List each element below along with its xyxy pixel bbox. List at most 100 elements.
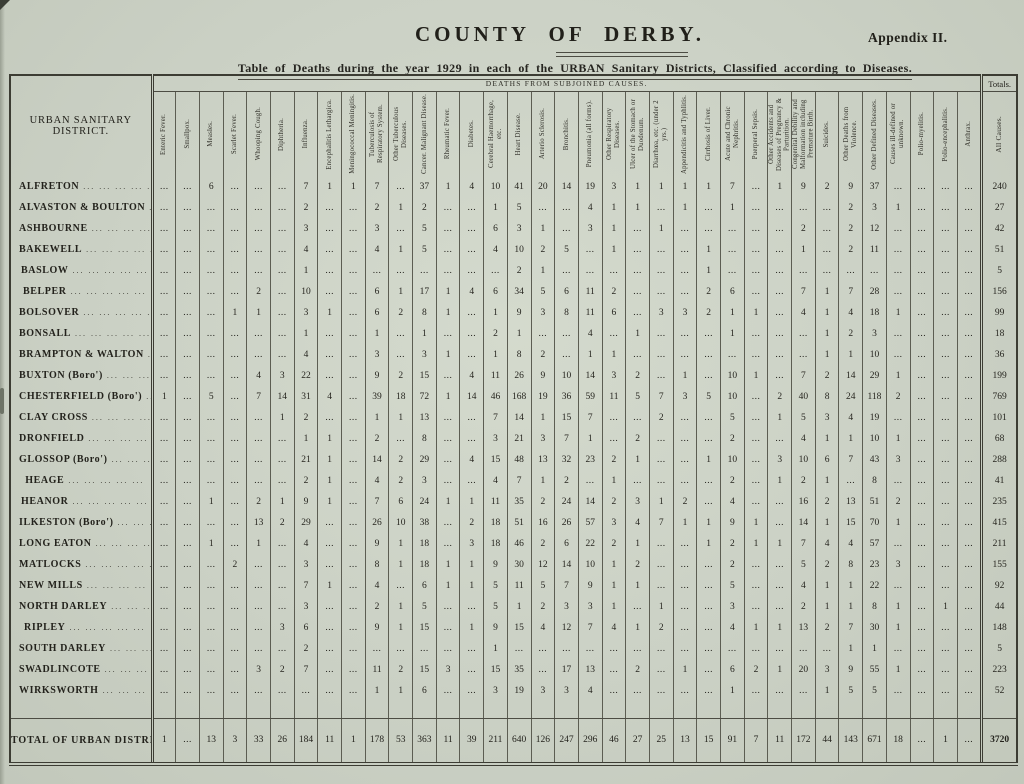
value-cell: 1 <box>933 596 958 617</box>
value-cell: 1 <box>885 617 910 638</box>
empty-cell: ... <box>672 638 697 659</box>
leader-dots <box>114 518 149 527</box>
empty-cell: ... <box>909 659 934 680</box>
column-header: All Causes. <box>979 91 1018 176</box>
value-cell: 10 <box>791 449 816 470</box>
value-cell: 1 <box>814 344 839 365</box>
empty-cell: ... <box>151 512 176 533</box>
value-cell: 52 <box>979 680 1018 701</box>
value-cell: 3 <box>412 470 437 491</box>
value-cell: 14 <box>838 365 863 386</box>
empty-cell: ... <box>222 638 247 659</box>
table-row: DRONFIELD..................11...2...8...… <box>10 428 1018 449</box>
empty-cell: ... <box>625 218 650 239</box>
value-cell: 34 <box>506 281 531 302</box>
value-cell: 155 <box>979 554 1018 575</box>
empty-cell: ... <box>483 260 508 281</box>
value-cell: 4 <box>293 344 318 365</box>
value-cell: 2 <box>364 197 389 218</box>
empty-cell: ... <box>554 323 579 344</box>
value-cell: 10 <box>554 365 579 386</box>
value-cell: 41 <box>979 470 1018 491</box>
spacer-cell <box>862 701 887 719</box>
empty-cell: ... <box>956 575 982 596</box>
value-cell: 2 <box>814 554 839 575</box>
empty-cell: ... <box>459 260 484 281</box>
value-cell: 5 <box>483 596 508 617</box>
empty-cell: ... <box>175 407 200 428</box>
value-cell: 23 <box>862 554 887 575</box>
empty-cell: ... <box>909 260 934 281</box>
value-cell: 9 <box>364 617 389 638</box>
value-cell: 2 <box>885 491 910 512</box>
empty-cell: ... <box>269 197 295 218</box>
value-cell: 1 <box>885 302 910 323</box>
empty-cell: ... <box>198 596 224 617</box>
value-cell: 1 <box>483 197 508 218</box>
district-name: BASLOW <box>10 260 154 281</box>
value-cell: 11 <box>862 239 887 260</box>
value-cell: 1 <box>317 302 342 323</box>
value-cell: 18 <box>412 554 437 575</box>
empty-cell: ... <box>222 512 247 533</box>
value-cell: 1 <box>317 428 342 449</box>
value-cell: 1 <box>743 533 768 554</box>
empty-cell: ... <box>459 428 484 449</box>
empty-cell: ... <box>933 638 958 659</box>
value-cell: 9 <box>364 533 389 554</box>
empty-cell: ... <box>246 428 271 449</box>
empty-cell: ... <box>198 428 224 449</box>
leader-dots <box>79 308 149 317</box>
empty-cell: ... <box>246 449 271 470</box>
spacer-cell <box>483 701 508 719</box>
empty-cell: ... <box>672 617 697 638</box>
empty-cell: ... <box>151 407 176 428</box>
value-cell: 1 <box>601 575 626 596</box>
empty-cell: ... <box>435 239 460 260</box>
spacer-cell <box>696 701 721 719</box>
value-cell: 15 <box>412 659 437 680</box>
table-row: ALVASTON & BOULTON..................2...… <box>10 197 1018 218</box>
leader-dots <box>144 350 149 359</box>
value-cell: 3 <box>885 554 910 575</box>
empty-cell: ... <box>648 197 674 218</box>
value-cell: 1 <box>838 428 863 449</box>
value-cell: 1 <box>625 449 650 470</box>
value-cell: 6 <box>483 218 508 239</box>
empty-cell: ... <box>909 554 934 575</box>
empty-cell: ... <box>838 260 863 281</box>
value-cell: 1 <box>814 323 839 344</box>
district-name: CHESTERFIELD (Boro') <box>10 386 154 407</box>
empty-cell: ... <box>341 218 366 239</box>
value-cell: 20 <box>791 659 816 680</box>
column-header: Measles. <box>198 91 224 176</box>
empty-cell: ... <box>814 197 839 218</box>
value-cell: 14 <box>364 449 389 470</box>
value-cell: 2 <box>483 323 508 344</box>
value-cell: 1 <box>672 176 697 197</box>
empty-cell: ... <box>222 218 247 239</box>
district-name: SWADLINCOTE <box>10 659 154 680</box>
value-cell: 1 <box>648 491 674 512</box>
spacer-cell <box>412 701 437 719</box>
spacer-cell <box>648 701 674 719</box>
leader-dots <box>65 623 145 632</box>
value-cell: 7 <box>838 281 863 302</box>
value-cell: 2 <box>388 659 413 680</box>
value-cell: 13 <box>577 659 603 680</box>
empty-cell: ... <box>648 239 674 260</box>
empty-cell: ... <box>151 575 176 596</box>
table-row: HEANOR......1...2191...76241111352241423… <box>10 491 1018 512</box>
empty-cell: ... <box>601 680 626 701</box>
empty-cell: ... <box>672 344 697 365</box>
spacer-cell <box>269 701 295 719</box>
value-cell: 11 <box>483 365 508 386</box>
value-cell: 70 <box>862 512 887 533</box>
value-cell: 1 <box>814 470 839 491</box>
value-cell: 1 <box>767 617 792 638</box>
value-cell: 101 <box>979 407 1018 428</box>
value-cell: 2 <box>838 197 863 218</box>
value-cell: 4 <box>791 302 816 323</box>
empty-cell: ... <box>530 638 555 659</box>
value-cell: 6 <box>412 680 437 701</box>
